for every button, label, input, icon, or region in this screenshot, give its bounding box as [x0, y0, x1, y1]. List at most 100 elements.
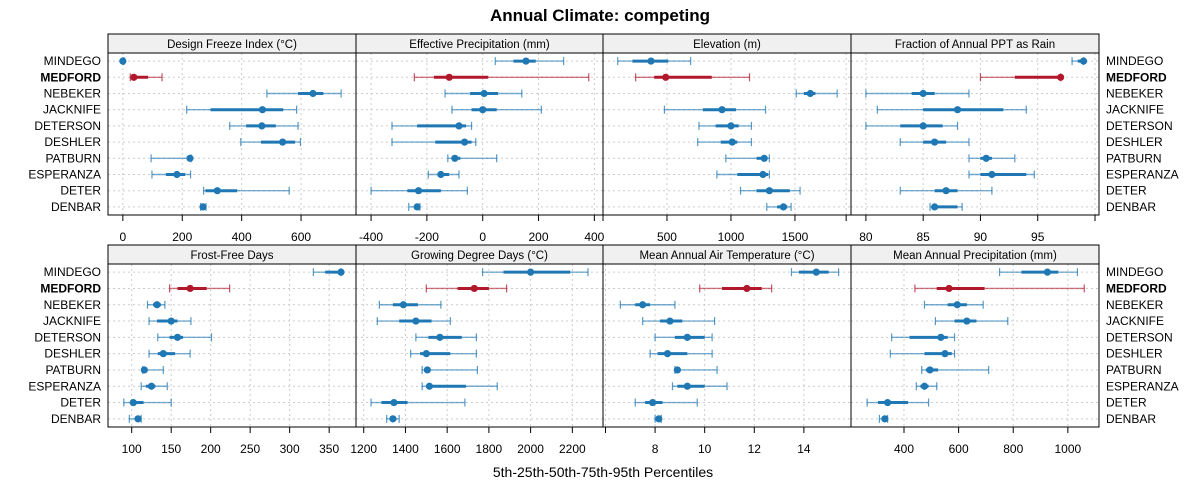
interval-deterson [654, 333, 713, 342]
median-point [186, 154, 194, 162]
row-label: DETER [60, 396, 101, 410]
interval-denbar [766, 202, 792, 211]
row-label: PATBURN [1106, 363, 1162, 377]
median-point [522, 57, 530, 65]
panel-title: Frost-Free Days [190, 250, 273, 262]
interval-mindego [312, 268, 345, 277]
x-tick-label: 1200 [350, 442, 377, 456]
x-tick-label: 1400 [392, 442, 419, 456]
median-point [931, 138, 939, 146]
row-label: PATBURN [45, 151, 101, 165]
x-tick-label: 2200 [559, 442, 586, 456]
interval-mindego [1071, 57, 1088, 66]
x-tick-label: 500 [657, 230, 677, 244]
row-label: JACKNIFE [1106, 314, 1164, 328]
median-point [920, 382, 929, 390]
interval-deterson [391, 121, 473, 130]
median-point [173, 170, 181, 179]
plot-area [108, 264, 356, 427]
interval-mindego [482, 268, 589, 277]
row-label: MEDFORD [40, 281, 101, 295]
panel: Fraction of Annual PPT as Rain 80 85 90 95 [850, 33, 1100, 244]
median-point [1043, 268, 1051, 276]
interval-patburn [150, 154, 194, 163]
interval-jacknife [642, 317, 716, 326]
interval-deter [634, 398, 698, 407]
row-label: DESHLER [44, 135, 101, 149]
panel: Effective Precipitation (mm) -400 -200 0 200… [355, 33, 605, 244]
x-tick-label: 1000 [1055, 442, 1082, 456]
interval-deshler [697, 138, 753, 147]
median-point [258, 106, 267, 114]
interval-mindego [998, 268, 1079, 277]
median-point [389, 415, 397, 423]
median-point [647, 57, 655, 65]
median-point [134, 415, 142, 423]
row-label: DETERSON [1106, 119, 1173, 133]
x-tick-label: 350 [319, 442, 339, 456]
plot-area [356, 264, 603, 427]
interval-deter [899, 186, 993, 195]
median-point [1057, 73, 1065, 81]
interval-jacknife [876, 105, 1027, 114]
x-tick-label: 150 [161, 442, 181, 456]
plot-area [851, 53, 1099, 215]
interval-jacknife [376, 317, 451, 326]
row-labels-left: MINDEGO MEDFORD NEBEKER JACKNIFE DETERSON DES… [28, 54, 101, 426]
plot-area [603, 264, 851, 427]
median-point [337, 268, 345, 276]
row-label: MEDFORD [1106, 281, 1167, 295]
median-point [718, 106, 726, 114]
row-label: JACKNIFE [43, 314, 101, 328]
interval-denbar [386, 414, 400, 423]
x-tick-label: 300 [280, 442, 300, 456]
row-label: DENBAR [1106, 200, 1156, 214]
row-label: MINDEGO [44, 54, 101, 68]
median-point [663, 350, 672, 358]
row-label: DENBAR [1106, 412, 1156, 426]
median-point [806, 89, 814, 98]
x-tick-label: 1000 [718, 230, 745, 244]
median-point [639, 301, 647, 309]
row-label: DESHLER [1106, 347, 1163, 361]
median-point [199, 203, 207, 211]
median-point [147, 382, 156, 390]
x-tick-label: 600 [291, 230, 311, 244]
row-label: DESHLER [1106, 135, 1163, 149]
interval-jacknife [934, 317, 1009, 326]
x-tick-label: 400 [894, 442, 914, 456]
median-point [673, 366, 682, 374]
x-tick-label: 100 [122, 442, 142, 456]
interval-denbar [654, 414, 663, 423]
row-label: ESPERANZA [28, 168, 101, 182]
median-point [759, 170, 767, 179]
interval-nebeker [795, 89, 838, 98]
interval-deter [370, 186, 468, 195]
median-point [765, 187, 773, 195]
interval-medford [914, 284, 1085, 293]
x-tick-label: 12 [748, 442, 762, 456]
median-point [213, 187, 221, 195]
row-label: DETERSON [34, 119, 101, 133]
interval-nebeker [865, 89, 970, 98]
interval-deshler [899, 138, 970, 147]
panel-title: Elevation (m) [693, 39, 761, 51]
median-point [953, 106, 962, 114]
x-tick-label: 2000 [517, 442, 544, 456]
median-point [683, 333, 691, 341]
median-point [153, 301, 161, 309]
plot-area [356, 53, 603, 215]
x-tick-label: 200 [172, 230, 192, 244]
x-tick-label: 800 [1003, 442, 1023, 456]
interval-denbar [408, 202, 421, 211]
interval-denbar [199, 202, 207, 211]
row-label: NEBEKER [44, 298, 102, 312]
row-label: MINDEGO [1106, 265, 1163, 279]
median-point [390, 398, 398, 407]
interval-esperanza [968, 170, 1035, 179]
row-label: DETERSON [1106, 330, 1173, 344]
median-point [422, 350, 430, 358]
panel: Elevation (m) 500 1000 1500 [602, 33, 852, 244]
median-point [883, 398, 892, 407]
median-point [655, 415, 663, 423]
